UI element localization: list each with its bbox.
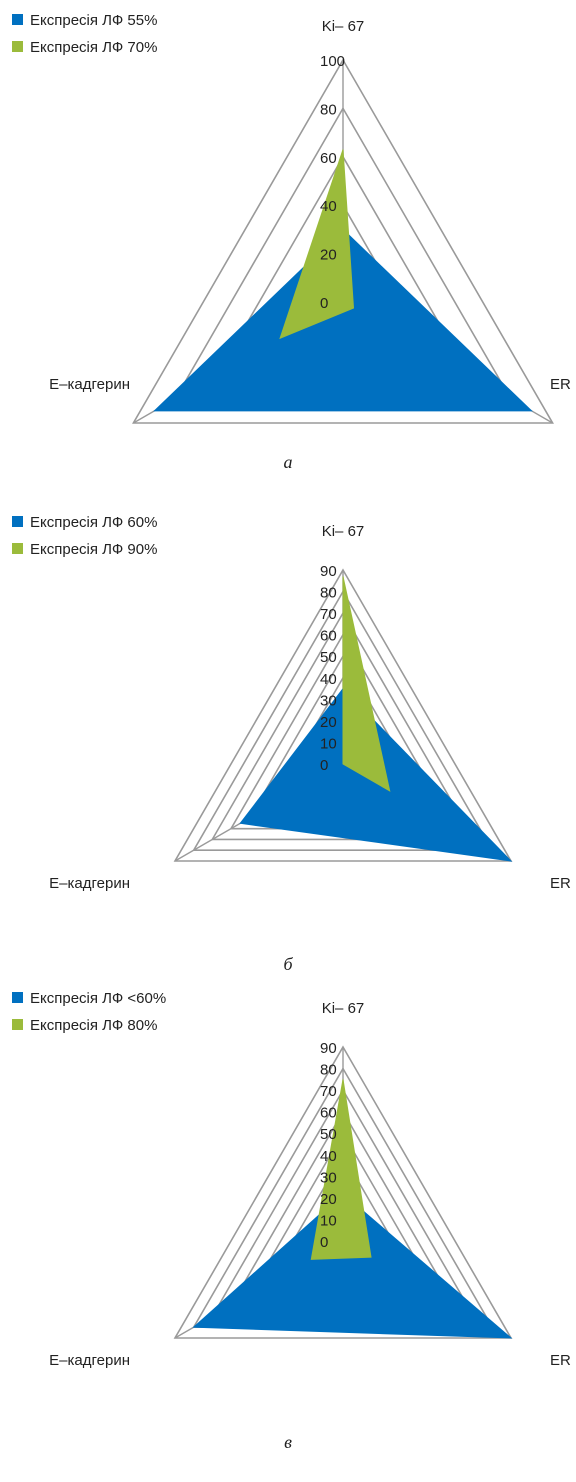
legend-swatch: [12, 1019, 23, 1030]
axis-label-e-cadherin: E–кадгерин: [49, 376, 130, 393]
axis-label-e-cadherin: E–кадгерин: [49, 875, 130, 892]
axis-label-e-cadherin: E–кадгерин: [49, 1352, 130, 1369]
legend-label: Експресія ЛФ 70%: [30, 39, 157, 56]
tick-label: 50: [320, 1126, 337, 1143]
series-area-1: [153, 228, 533, 412]
panel-label: в: [284, 1432, 292, 1452]
axis-label-er: ER: [550, 875, 571, 892]
panel-label: а: [284, 452, 293, 472]
legend-swatch: [12, 516, 23, 527]
tick-label: 40: [320, 671, 337, 688]
axis-label-ki67: Ki– 67: [322, 523, 365, 540]
tick-label: 60: [320, 1105, 337, 1122]
tick-label: 10: [320, 735, 337, 752]
tick-label: 10: [320, 1212, 337, 1229]
tick-label: 40: [320, 198, 337, 215]
panel-label: б: [283, 954, 293, 974]
grid-ring: [210, 611, 476, 841]
tick-label: 80: [320, 1062, 337, 1079]
grid-ring: [132, 58, 554, 424]
tick-label: 70: [320, 1083, 337, 1100]
grid-ring: [173, 1045, 513, 1339]
axis-label-ki67: Ki– 67: [322, 1000, 365, 1017]
legend-label: Експресія ЛФ 55%: [30, 12, 157, 29]
legend-swatch: [12, 41, 23, 52]
series-area-1: [192, 1192, 513, 1339]
radar-chart-1: 0 20 40 60 80 100 Ki– 67 ER E–кадгерин Експресія …: [12, 12, 571, 472]
tick-label: 0: [320, 295, 328, 312]
series-area-2: [342, 576, 391, 792]
axis-label-er: ER: [550, 376, 571, 393]
radar-chart-3: 0 10 20 30 40 50 60 70 80 90 Ki– 67 ER E–кадгерин Екс…: [12, 990, 571, 1452]
tick-label: 80: [320, 101, 337, 118]
tick-label: 50: [320, 649, 337, 666]
tick-label: 90: [320, 563, 337, 580]
axis-label-ki67: Ki– 67: [322, 18, 365, 35]
legend-label: Експресія ЛФ 80%: [30, 1017, 157, 1034]
radar-chart-2: 0 10 20 30 40 50 60 70 80 90 Ki– 67 ER E–кадгерин Екс…: [12, 514, 571, 974]
series-area-2: [279, 149, 355, 340]
legend-swatch: [12, 543, 23, 554]
tick-label: 100: [320, 53, 345, 70]
tick-label: 90: [320, 1040, 337, 1057]
legend-swatch: [12, 992, 23, 1003]
legend-swatch: [12, 14, 23, 25]
legend-label: Експресія ЛФ 60%: [30, 514, 157, 531]
grid-ring: [173, 568, 513, 862]
tick-label: 20: [320, 247, 337, 264]
tick-label: 40: [320, 1148, 337, 1165]
tick-label: 30: [320, 1169, 337, 1186]
tick-label: 20: [320, 1191, 337, 1208]
tick-label: 60: [320, 150, 337, 167]
tick-label: 0: [320, 1234, 328, 1251]
tick-label: 60: [320, 628, 337, 645]
tick-label: 70: [320, 606, 337, 623]
tick-label: 20: [320, 714, 337, 731]
tick-label: 80: [320, 585, 337, 602]
tick-label: 30: [320, 692, 337, 709]
tick-label: 0: [320, 757, 328, 774]
legend-label: Експресія ЛФ <60%: [30, 990, 166, 1007]
legend-label: Експресія ЛФ 90%: [30, 541, 157, 558]
grid-ring: [192, 589, 494, 852]
axis-label-er: ER: [550, 1352, 571, 1369]
series-area-2: [310, 1079, 372, 1260]
